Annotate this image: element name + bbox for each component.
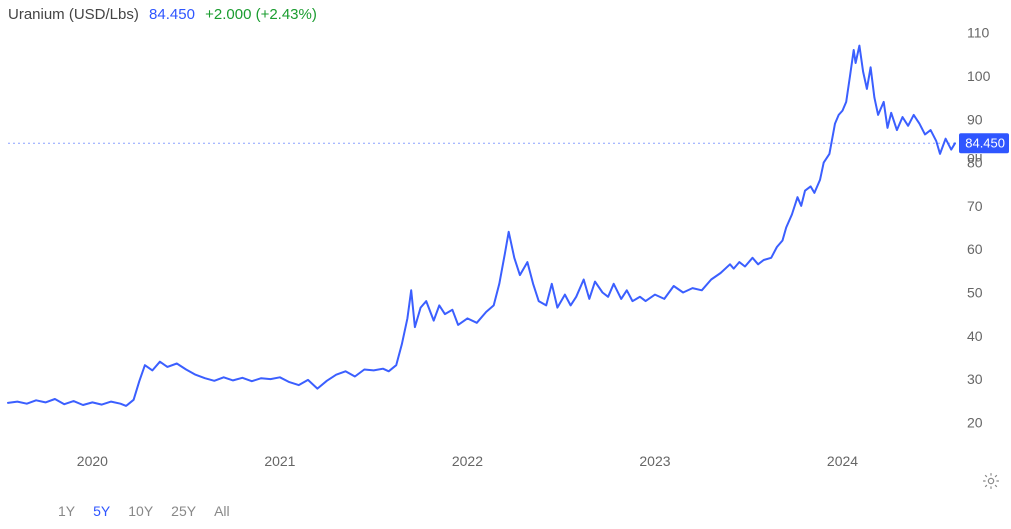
- instrument-title: Uranium (USD/Lbs): [8, 6, 139, 23]
- y-tick-label: 70: [967, 198, 983, 214]
- x-tick-label: 2022: [452, 453, 483, 469]
- range-option-10y[interactable]: 10Y: [128, 503, 153, 519]
- x-tick-label: 2021: [264, 453, 295, 469]
- y-tick-label: 20: [967, 414, 983, 430]
- price-change: +2.000 (+2.43%): [205, 6, 317, 23]
- y-tick-label: 100: [967, 68, 991, 84]
- range-selector[interactable]: 1Y 5Y 10Y 25Y All: [58, 503, 248, 519]
- y-tick-label: 50: [967, 284, 983, 300]
- settings-button[interactable]: [981, 471, 1001, 491]
- range-option-1y[interactable]: 1Y: [58, 503, 75, 519]
- range-option-5y[interactable]: 5Y: [93, 503, 110, 519]
- y-tick-label: 110: [967, 25, 990, 41]
- gear-icon: [981, 471, 1001, 491]
- price-series-line: [8, 46, 955, 406]
- y-tick-label: ou: [967, 148, 983, 164]
- price-chart[interactable]: 2030405060708090100110202020212022202320…: [0, 24, 1011, 479]
- range-option-25y[interactable]: 25Y: [171, 503, 196, 519]
- x-tick-label: 2023: [639, 453, 670, 469]
- last-price: 84.450: [149, 6, 195, 23]
- range-option-all[interactable]: All: [214, 503, 230, 519]
- y-tick-label: 30: [967, 371, 983, 387]
- chart-header: Uranium (USD/Lbs) 84.450 +2.000 (+2.43%): [8, 6, 317, 23]
- x-tick-label: 2024: [827, 453, 858, 469]
- y-tick-label: 40: [967, 328, 983, 344]
- y-tick-label: 90: [967, 111, 983, 127]
- x-tick-label: 2020: [77, 453, 108, 469]
- y-tick-label: 60: [967, 241, 983, 257]
